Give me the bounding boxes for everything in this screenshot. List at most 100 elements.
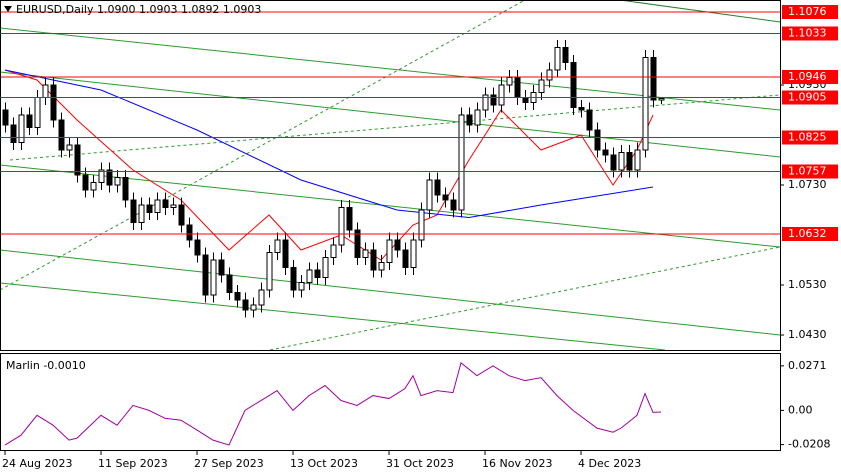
candle-body [10,124,17,143]
candle-body [242,299,249,311]
price-panel-border [0,0,781,351]
candle-body [202,254,209,296]
trend-line-dashed [269,246,781,351]
x-tick-label: 24 Aug 2023 [2,457,72,470]
candle-body [114,177,121,186]
candle-body [122,177,129,201]
x-tick-label: 27 Sep 2023 [194,457,264,470]
moving-average [4,69,654,219]
indicator-panel: 0.0271 0.00 -0.0208 [4,359,830,451]
level-label-box [782,5,838,19]
y-tick-label: 1.0730 [788,178,827,191]
candle-body [474,109,481,126]
trend-lines [0,0,781,351]
level-label-box [782,164,838,179]
candle-body [650,57,657,101]
candle-body [538,79,545,93]
y-tick-label: -0.0208 [788,438,830,451]
candle-body [66,144,73,151]
candle-body [434,179,441,196]
level-label: 1.0905 [788,91,827,104]
trend-line-dashed [0,0,526,291]
candle-body [106,169,113,186]
candle-body [378,262,385,271]
indicator-title: Marlin -0.0010 [6,359,86,372]
candle-body [578,107,585,111]
candle-body [226,274,233,293]
candle-body [402,249,409,268]
candle-body [482,94,489,111]
candle-body [602,149,609,156]
candle-body [514,77,521,98]
candle-body [274,239,281,253]
candle-body [330,244,337,258]
candle-body [322,257,329,278]
candle-body [490,94,497,106]
candle-body [258,289,265,306]
candle-body [386,239,393,263]
candle-body [394,239,401,251]
trend-line [619,0,781,23]
candle-body [562,47,569,63]
y-tick-label: 0.0271 [788,359,827,372]
trend-line [0,71,781,158]
indicator-line [4,362,662,446]
candle-body [594,129,601,151]
candle-body [130,199,137,223]
menu-triangle [4,6,12,12]
candle-body [634,149,641,171]
candle-body [354,229,361,258]
candle-body [570,62,577,108]
chart-header: EURUSD,Daily 1.0900 1.0903 1.0892 1.0903 [16,3,261,16]
candle-body [610,154,617,171]
x-tick-label: 4 Dec 2023 [578,457,641,470]
candle-body [178,204,185,226]
candle-body [2,109,9,126]
candle-body [82,174,89,191]
trend-line [0,164,781,248]
x-tick-label: 11 Sep 2023 [98,457,168,470]
candle-body [90,182,97,191]
candle-body [626,152,633,171]
candle-body [466,114,473,126]
candle-body [298,282,305,291]
candle-body [218,259,225,276]
candle-body [154,199,161,213]
candle-body [162,199,169,208]
candle-body [74,144,81,176]
x-tick-label: 31 Oct 2023 [386,457,454,470]
candle-body [34,97,41,128]
candle-body [546,69,553,81]
candle-body [234,292,241,301]
candle-body [506,77,513,86]
trend-line-dashed [9,94,781,161]
candle-body [138,204,145,223]
candle-body [418,209,425,241]
candle-body [642,57,649,151]
candle-body [442,194,449,201]
candle-body [370,249,377,271]
candle-body [186,224,193,241]
candle-body [618,152,625,171]
candle-body [498,84,505,106]
candle-body [210,259,217,296]
level-label: 1.0632 [788,227,827,240]
candle-body [170,204,177,208]
level-label: 1.0946 [788,70,827,83]
candle-body [426,179,433,211]
candle-body [282,239,289,268]
candle-body [58,119,65,151]
level-label-box [782,227,838,241]
level-label: 1.1033 [788,27,827,40]
candle-body [586,109,593,131]
level-label-box [782,70,838,84]
candle-body [658,98,665,101]
candle-body [314,269,321,278]
candle-body [410,239,417,268]
y-tick-label: 0.00 [788,403,813,416]
candle-body [458,114,465,211]
candle-body [522,97,529,103]
candle-body [50,84,57,121]
